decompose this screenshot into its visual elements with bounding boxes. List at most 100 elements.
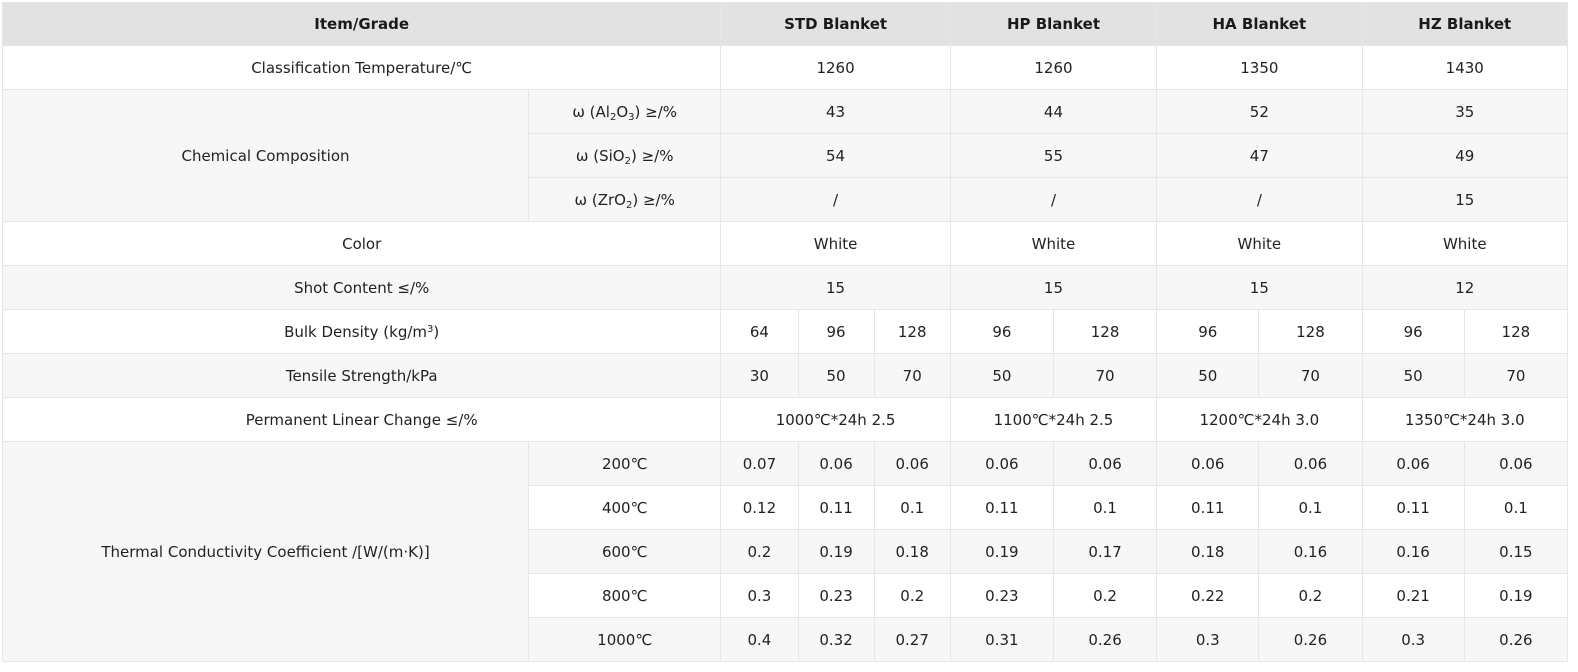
value-cell: 15 [1156,265,1363,310]
value-cell: 0.12 [720,485,799,530]
value-cell: 0.06 [797,441,875,486]
value-cell: 30 [720,353,799,398]
row-color: Color White White White White [1,221,1569,266]
value-cell: 70 [1258,353,1363,398]
value-cell: 1350℃*24h 3.0 [1361,397,1569,442]
value-cell: / [949,177,1158,222]
label-temperature: 800℃ [527,573,722,618]
label-permanent-linear-change: Permanent Linear Change ≤/% [1,397,722,442]
value-cell: 0.3 [720,573,799,618]
header-hz-blanket: HZ Blanket [1361,2,1569,46]
value-cell: 128 [1052,309,1158,354]
header-hp-blanket: HP Blanket [949,2,1158,46]
value-cell: 0.17 [1052,529,1158,574]
header-row: Item/Grade STD Blanket HP Blanket HA Bla… [1,2,1569,46]
value-cell: White [949,221,1158,266]
header-std-blanket: STD Blanket [720,2,951,46]
value-cell: / [1156,177,1363,222]
row-thermal-600: 600℃ 0.2 0.19 0.18 0.19 0.17 0.18 0.16 0… [3,529,1569,574]
value-cell: 0.22 [1156,573,1260,618]
value-cell: 47 [1156,133,1363,178]
value-cell: 35 [1361,89,1569,134]
formula-subscript: 2 [624,155,631,167]
row-chemical-sio2: ω (SiO2) ≥/% 54 55 47 49 [3,133,1569,178]
value-cell: 0.1 [1258,485,1363,530]
formula-part: ) ≥/% [632,190,675,209]
specification-table: Item/Grade STD Blanket HP Blanket HA Bla… [1,2,1569,662]
label-temperature: 1000℃ [527,617,722,662]
value-cell: / [720,177,951,222]
value-cell: 0.06 [1258,441,1363,486]
label-shot-content: Shot Content ≤/% [1,265,722,310]
label-tensile-strength: Tensile Strength/kPa [1,353,722,398]
value-cell: 96 [949,309,1054,354]
value-cell: 55 [949,133,1158,178]
row-bulk-density: Bulk Density (kg/m3) 64 96 128 96 128 96… [1,309,1569,354]
value-cell: 0.06 [1156,441,1260,486]
value-cell: 96 [1156,309,1260,354]
value-cell: 0.2 [1258,573,1363,618]
value-cell: 0.19 [797,529,875,574]
formula-part: ) ≥/% [634,102,678,121]
label-part: Bulk Density (kg/m [284,322,428,341]
value-cell: 0.2 [1052,573,1158,618]
value-cell: 12 [1361,265,1569,310]
value-cell: 128 [1463,309,1569,354]
value-cell: 50 [1361,353,1465,398]
value-cell: 50 [797,353,875,398]
formula-part: ω (ZrO [574,190,626,209]
value-cell: 64 [720,309,799,354]
value-cell: White [1156,221,1363,266]
value-cell: 0.11 [1156,485,1260,530]
row-permanent-linear-change: Permanent Linear Change ≤/% 1000℃*24h 2.… [1,397,1569,442]
value-cell: 0.07 [720,441,799,486]
value-cell: 128 [873,309,951,354]
label-color: Color [1,221,722,266]
row-thermal-800: 800℃ 0.3 0.23 0.2 0.23 0.2 0.22 0.2 0.21… [3,573,1569,618]
formula-part: ω (Al [572,102,610,121]
value-cell: 0.19 [1463,573,1569,618]
value-cell: 0.18 [873,529,951,574]
value-cell: 49 [1361,133,1569,178]
value-cell: 0.06 [1052,441,1158,486]
value-cell: 0.06 [873,441,951,486]
label-temperature: 600℃ [527,529,722,574]
value-cell: 44 [949,89,1158,134]
value-cell: White [720,221,951,266]
row-thermal-400: 400℃ 0.12 0.11 0.1 0.11 0.1 0.11 0.1 0.1… [3,485,1569,530]
value-cell: 0.19 [949,529,1054,574]
value-cell: 1200℃*24h 3.0 [1156,397,1363,442]
value-cell: 0.11 [1361,485,1465,530]
value-cell: 15 [949,265,1158,310]
value-cell: 0.31 [949,617,1054,662]
value-cell: 0.26 [1463,617,1569,662]
value-cell: 0.16 [1361,529,1465,574]
value-cell: 43 [720,89,951,134]
value-cell: 0.11 [949,485,1054,530]
value-cell: 1260 [720,45,951,90]
label-sio2: ω (SiO2) ≥/% [527,133,722,178]
formula-part: ) ≥/% [630,146,674,165]
header-ha-blanket: HA Blanket [1156,2,1363,46]
value-cell: 0.27 [873,617,951,662]
value-cell: 1260 [949,45,1158,90]
row-shot-content: Shot Content ≤/% 15 15 15 12 [1,265,1569,310]
value-cell: 0.15 [1463,529,1569,574]
value-cell: 1430 [1361,45,1569,90]
value-cell: 0.06 [1361,441,1465,486]
value-cell: 128 [1258,309,1363,354]
value-cell: 52 [1156,89,1363,134]
formula-part: ω (SiO [575,146,625,165]
label-superscript: 3 [427,323,434,335]
header-item-grade: Item/Grade [1,2,722,46]
value-cell: 0.11 [797,485,875,530]
label-temperature: 400℃ [527,485,722,530]
value-cell: 0.23 [949,573,1054,618]
row-chemical-al2o3: Chemical Composition ω (Al2O3) ≥/% 43 44… [2,89,1569,222]
row-tensile-strength: Tensile Strength/kPa 30 50 70 50 70 50 7… [1,353,1569,398]
value-cell: 70 [873,353,951,398]
row-thermal-200: Thermal Conductivity Coefficient /[W/(m·… [2,441,1569,662]
row-classification-temperature: Classification Temperature/℃ 1260 1260 1… [1,45,1569,90]
value-cell: 70 [1052,353,1158,398]
value-cell: 50 [949,353,1054,398]
